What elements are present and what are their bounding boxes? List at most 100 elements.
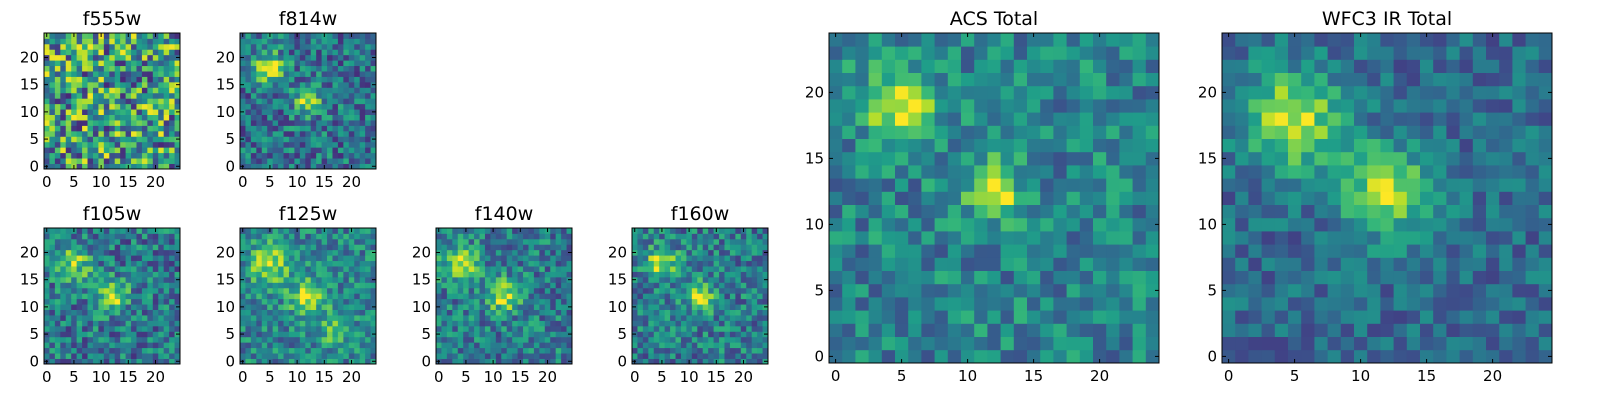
heatmap-cell — [757, 282, 763, 289]
heatmap-cell — [921, 349, 935, 364]
heatmap-cell — [1000, 112, 1015, 126]
heatmap-cell — [561, 315, 567, 321]
heatmap-cell — [261, 158, 268, 164]
heatmap-cell — [158, 336, 165, 343]
heatmap-cell — [1000, 33, 1015, 47]
heatmap-cell — [762, 315, 769, 321]
heatmap-cell — [337, 244, 344, 251]
heatmap-cell — [479, 304, 486, 310]
heatmap-cell — [71, 304, 78, 310]
heatmap-cell — [895, 178, 909, 192]
heatmap-cell — [299, 233, 306, 240]
heatmap-cell — [446, 255, 453, 262]
heatmap-cell — [463, 255, 470, 262]
heatmap-cell — [348, 353, 355, 359]
heatmap-cell — [1027, 85, 1041, 100]
heatmap-cell — [114, 255, 121, 262]
heatmap-cell — [974, 138, 988, 153]
heatmap-cell — [283, 260, 290, 267]
heatmap-cell — [147, 60, 154, 67]
heatmap-cell — [1013, 85, 1028, 100]
heatmap-cell — [136, 249, 143, 256]
heatmap-cell — [321, 347, 328, 354]
heatmap-cell — [1106, 191, 1120, 205]
heatmap-cell — [1380, 204, 1394, 219]
heatmap-cell — [740, 315, 747, 321]
heatmap-cell — [457, 315, 464, 321]
heatmap-cell — [735, 320, 742, 327]
heatmap-cell — [1327, 217, 1342, 232]
heatmap-cell — [288, 54, 295, 61]
heatmap-cell — [474, 320, 480, 327]
heatmap-cell — [561, 347, 567, 354]
heatmap-cell — [174, 76, 181, 83]
heatmap-cell — [120, 49, 126, 56]
heatmap-cell — [1288, 178, 1302, 192]
heatmap-cell — [653, 353, 660, 359]
heatmap-cell — [1053, 46, 1067, 60]
heatmap-cell — [109, 249, 116, 256]
heatmap-cell — [327, 298, 333, 305]
heatmap-cell — [1327, 178, 1342, 192]
heatmap-cell — [261, 130, 268, 137]
heatmap-cell — [664, 342, 671, 349]
heatmap-cell — [729, 353, 736, 359]
heatmap-cell — [829, 336, 843, 351]
heatmap-cell — [1066, 310, 1081, 324]
heatmap-cell — [637, 244, 644, 251]
heatmap-cell — [359, 304, 366, 310]
heatmap-cell — [152, 276, 159, 283]
heatmap-cell — [829, 151, 843, 166]
heatmap-cell — [278, 114, 284, 121]
heatmap-cell — [114, 331, 121, 338]
heatmap-cell — [702, 315, 709, 321]
y-tick-label: 15 — [805, 149, 824, 167]
heatmap-cell — [1040, 297, 1054, 311]
heatmap-cell — [697, 320, 704, 327]
heatmap-cell — [724, 325, 731, 332]
heatmap-cell — [533, 342, 540, 349]
heatmap-cell — [316, 114, 322, 121]
heatmap-cell — [484, 347, 491, 354]
x-tick-label: 10 — [958, 367, 977, 385]
heatmap-cell — [294, 98, 301, 105]
heatmap-cell — [762, 282, 769, 289]
heatmap-cell — [947, 125, 962, 139]
heatmap-cell — [294, 76, 301, 83]
heatmap-cell — [697, 309, 704, 316]
heatmap-cell — [740, 331, 747, 338]
heatmap-cell — [332, 92, 339, 99]
heatmap-cell — [365, 76, 371, 83]
heatmap-cell — [1512, 349, 1526, 364]
heatmap-cell — [87, 103, 94, 110]
heatmap-cell — [908, 165, 922, 179]
heatmap-cell — [76, 43, 83, 50]
heatmap-cell — [555, 266, 562, 272]
heatmap-cell — [561, 282, 567, 289]
heatmap-cell — [829, 297, 843, 311]
heatmap-cell — [702, 260, 709, 267]
heatmap-cell — [523, 358, 529, 365]
heatmap-cell — [550, 304, 557, 310]
heatmap-cell — [566, 298, 573, 305]
x-tick-label: 10 — [680, 368, 699, 386]
heatmap-cell — [114, 298, 121, 305]
heatmap-cell — [1235, 310, 1249, 324]
heatmap-cell — [332, 158, 339, 164]
heatmap-cell — [517, 282, 524, 289]
heatmap-cell — [501, 233, 508, 240]
heatmap-cell — [256, 87, 263, 94]
heatmap-cell — [1288, 204, 1302, 219]
heatmap-cell — [881, 310, 896, 324]
heatmap-cell — [348, 65, 355, 72]
heatmap-cell — [272, 266, 279, 272]
heatmap-cell — [648, 298, 655, 305]
heatmap-cell — [441, 315, 448, 321]
heatmap-cell — [125, 347, 132, 354]
heatmap-cell — [702, 287, 709, 294]
heatmap-cell — [370, 33, 377, 39]
heatmap-cell — [632, 309, 638, 316]
heatmap-cell — [299, 320, 306, 327]
heatmap-cell — [895, 310, 909, 324]
heatmap-cell — [1013, 244, 1028, 258]
